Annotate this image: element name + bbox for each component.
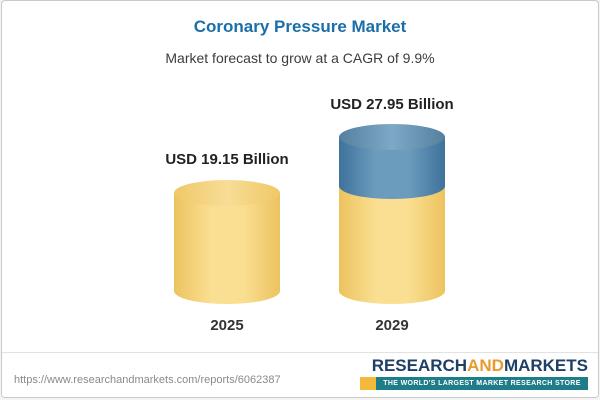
logo: RESEARCHANDMARKETS THE WORLD'S LARGEST M… [360,357,588,390]
page-title: Coronary Pressure Market [193,17,407,36]
source-url[interactable]: https://www.researchandmarkets.com/repor… [14,374,281,386]
logo-research: RESEARCH [371,356,468,375]
bar-2029-cylinder-top [339,124,445,150]
logo-tagline: THE WORLD'S LARGEST MARKET RESEARCH STOR… [376,377,588,390]
footer: https://www.researchandmarkets.com/repor… [2,352,598,397]
bar-2025-cylinder-body [174,193,280,304]
logo-wordmark: RESEARCHANDMARKETS [360,357,588,375]
bar-2029-cylinder-base [339,187,445,304]
logo-tagline-bar: THE WORLD'S LARGEST MARKET RESEARCH STOR… [360,377,588,390]
tagline-yellow-block [360,377,376,390]
bar-value-label-2025: USD 19.15 Billion [165,151,289,168]
chart-subtitle: Market forecast to grow at a CAGR of 9.9… [165,50,435,66]
logo-markets: MARKETS [503,356,588,375]
bar-category-label-2029: 2029 [375,317,409,334]
bar-category-label-2025: 2025 [210,317,244,334]
bar-value-label-2029: USD 27.95 Billion [330,96,454,113]
bar-2025-cylinder-top [174,180,280,206]
logo-and: AND [467,356,504,375]
